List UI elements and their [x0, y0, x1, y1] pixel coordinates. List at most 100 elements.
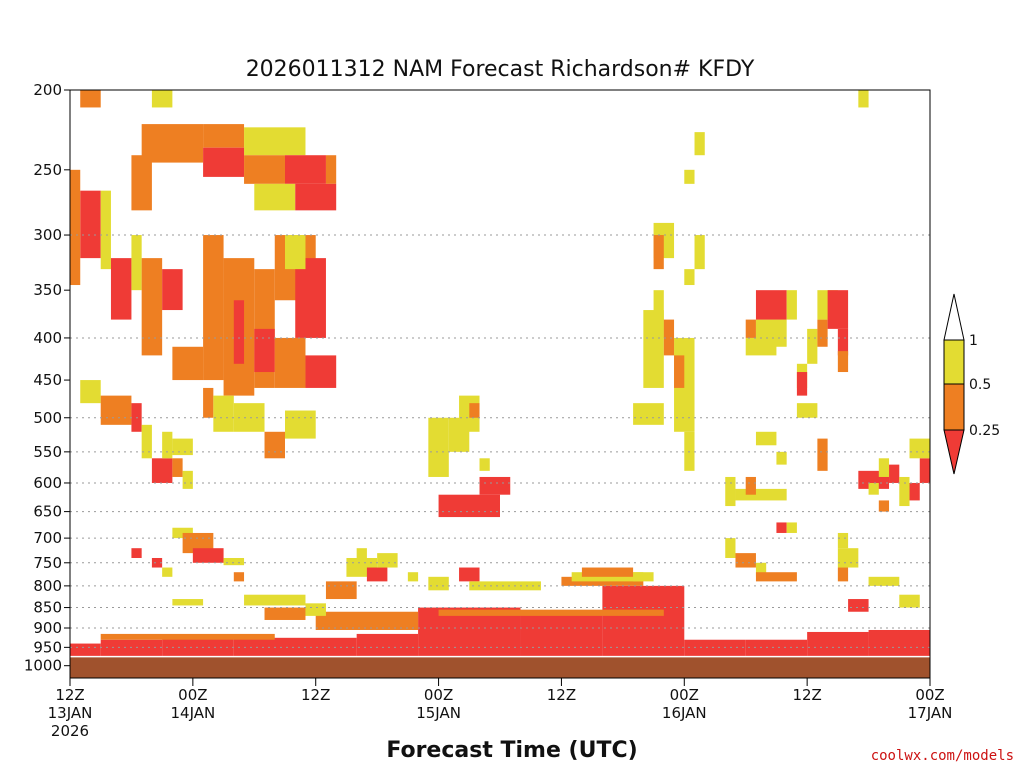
- ri-cell: [776, 522, 787, 533]
- ri-cell: [356, 548, 367, 561]
- ri-cell: [909, 438, 930, 459]
- ri-cell: [684, 169, 695, 184]
- x-tick-label: 12Z: [301, 686, 330, 704]
- ri-cell: [694, 132, 705, 156]
- ri-cell: [203, 147, 245, 177]
- ri-cell: [755, 431, 777, 446]
- y-tick-label: 900: [33, 619, 62, 637]
- credit-text: coolwx.com/models: [871, 748, 1014, 764]
- ri-cell: [755, 572, 797, 582]
- x-axis-label: Forecast Time (UTC): [386, 738, 637, 763]
- ri-cell: [909, 482, 920, 501]
- ri-cell: [428, 417, 449, 477]
- ri-cell: [919, 458, 930, 483]
- ri-cell: [315, 611, 419, 630]
- y-tick-label: 550: [33, 443, 62, 461]
- colorbar-segment: [943, 293, 965, 341]
- ri-cell: [469, 403, 480, 418]
- ri-cell: [479, 458, 490, 471]
- ri-cell: [151, 90, 173, 108]
- ri-cell: [674, 355, 685, 388]
- x-tick-label: 12Z: [55, 686, 84, 704]
- x-tick-label: 12Z: [792, 686, 821, 704]
- ri-cell: [151, 557, 163, 568]
- y-tick-label: 450: [33, 371, 62, 389]
- ri-cell: [162, 431, 173, 459]
- ri-cell: [745, 319, 756, 338]
- colorbar-segment: [943, 383, 965, 431]
- ri-cell: [110, 258, 132, 320]
- ri-cell: [285, 410, 316, 439]
- y-tick-label: 850: [33, 599, 62, 617]
- ri-cell: [244, 127, 306, 156]
- ri-cell: [305, 355, 337, 388]
- ri-cell: [633, 572, 654, 582]
- y-tick-label: 600: [33, 474, 62, 492]
- ri-cell: [858, 90, 869, 108]
- x-tick-label: 00Z: [424, 686, 453, 704]
- ri-cell: [786, 290, 797, 320]
- ri-cell: [285, 235, 306, 270]
- ri-cell: [172, 527, 193, 539]
- ri-cell: [131, 548, 142, 558]
- plot-frame: [69, 89, 931, 679]
- ri-cell: [223, 557, 245, 566]
- colorbar-label: 0.5: [969, 377, 991, 393]
- ri-cell: [274, 337, 306, 388]
- ri-cell: [868, 629, 930, 657]
- ri-cell: [745, 639, 808, 657]
- surface-band: [70, 656, 930, 678]
- x-tick-date: 14JAN: [170, 704, 215, 722]
- ri-cell: [694, 235, 705, 270]
- ri-cell: [325, 155, 337, 184]
- ri-cell: [305, 603, 326, 616]
- ri-cell: [755, 290, 787, 320]
- ri-cell: [254, 328, 275, 373]
- ri-cell: [70, 169, 81, 286]
- y-tick-label: 250: [33, 161, 62, 179]
- x-tick-label: 00Z: [178, 686, 207, 704]
- ri-cell: [479, 476, 511, 495]
- ri-cell: [663, 319, 675, 356]
- ri-cell: [807, 631, 869, 657]
- ri-cell: [377, 553, 398, 568]
- ri-cell: [581, 567, 634, 577]
- ri-cell: [203, 124, 245, 148]
- plot-area: [70, 90, 930, 678]
- ri-cell: [295, 258, 326, 338]
- x-tick-label: 00Z: [670, 686, 699, 704]
- y-tick-label: 1000: [24, 657, 62, 675]
- ri-cell: [80, 380, 101, 404]
- ri-cell: [172, 438, 193, 456]
- x-tick-year: 2026: [51, 722, 89, 740]
- ri-cell: [172, 346, 204, 381]
- ri-cell: [141, 258, 163, 356]
- ri-cell: [203, 387, 214, 418]
- ri-cell: [633, 403, 664, 425]
- ri-cell: [254, 183, 296, 211]
- ri-cell: [755, 562, 767, 577]
- x-tick-date: 16JAN: [662, 704, 707, 722]
- ri-cell: [878, 500, 890, 512]
- ri-cell: [878, 458, 890, 477]
- ri-cell: [745, 476, 756, 495]
- ri-cell: [325, 581, 357, 600]
- ri-cell: [786, 522, 797, 533]
- ri-cell: [868, 576, 900, 586]
- ri-cell: [264, 431, 285, 459]
- ri-cell: [735, 553, 756, 568]
- y-tick-label: 300: [33, 226, 62, 244]
- ri-cell: [899, 594, 920, 608]
- ri-cell: [233, 572, 245, 582]
- ri-cell: [295, 183, 337, 211]
- ri-cell: [244, 155, 285, 184]
- y-tick-label: 700: [33, 529, 62, 547]
- ri-cell: [100, 639, 163, 657]
- ri-cell: [162, 635, 234, 657]
- ri-cell: [899, 476, 910, 507]
- ri-cell: [837, 351, 849, 373]
- ri-cell: [366, 567, 388, 582]
- ri-cell: [264, 607, 306, 620]
